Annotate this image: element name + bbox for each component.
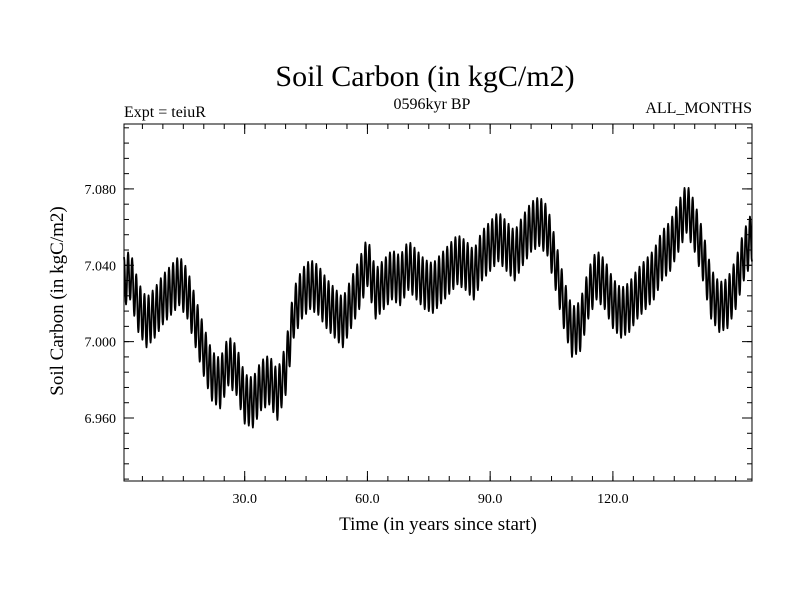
y-tick-label: 7.080: [85, 183, 117, 198]
months-label: ALL_MONTHS: [645, 100, 752, 117]
y-axis-label: Soil Carbon (in kgC/m2): [47, 206, 68, 395]
experiment-label: Expt = teiuR: [124, 104, 206, 121]
y-tick-labels: 6.960 7.000 7.040 7.080: [85, 183, 117, 427]
chart-title: Soil Carbon (in kgC/m2): [275, 60, 574, 93]
x-tick-label: 60.0: [355, 492, 380, 507]
y-tick-label: 7.000: [85, 336, 117, 351]
period-label: 0596kyr BP: [394, 96, 471, 113]
x-tick-labels: 30.0 60.0 90.0 120.0: [232, 492, 628, 507]
y-tick-label: 6.960: [85, 412, 117, 427]
y-tick-label: 7.040: [85, 259, 117, 274]
x-tick-label: 120.0: [597, 492, 629, 507]
x-axis-label: Time (in years since start): [339, 514, 537, 535]
x-tick-label: 30.0: [232, 492, 257, 507]
plot-frame: [123, 123, 753, 482]
x-tick-label: 90.0: [478, 492, 503, 507]
series-group: [123, 187, 753, 429]
series-line-soil-carbon: [123, 187, 753, 429]
